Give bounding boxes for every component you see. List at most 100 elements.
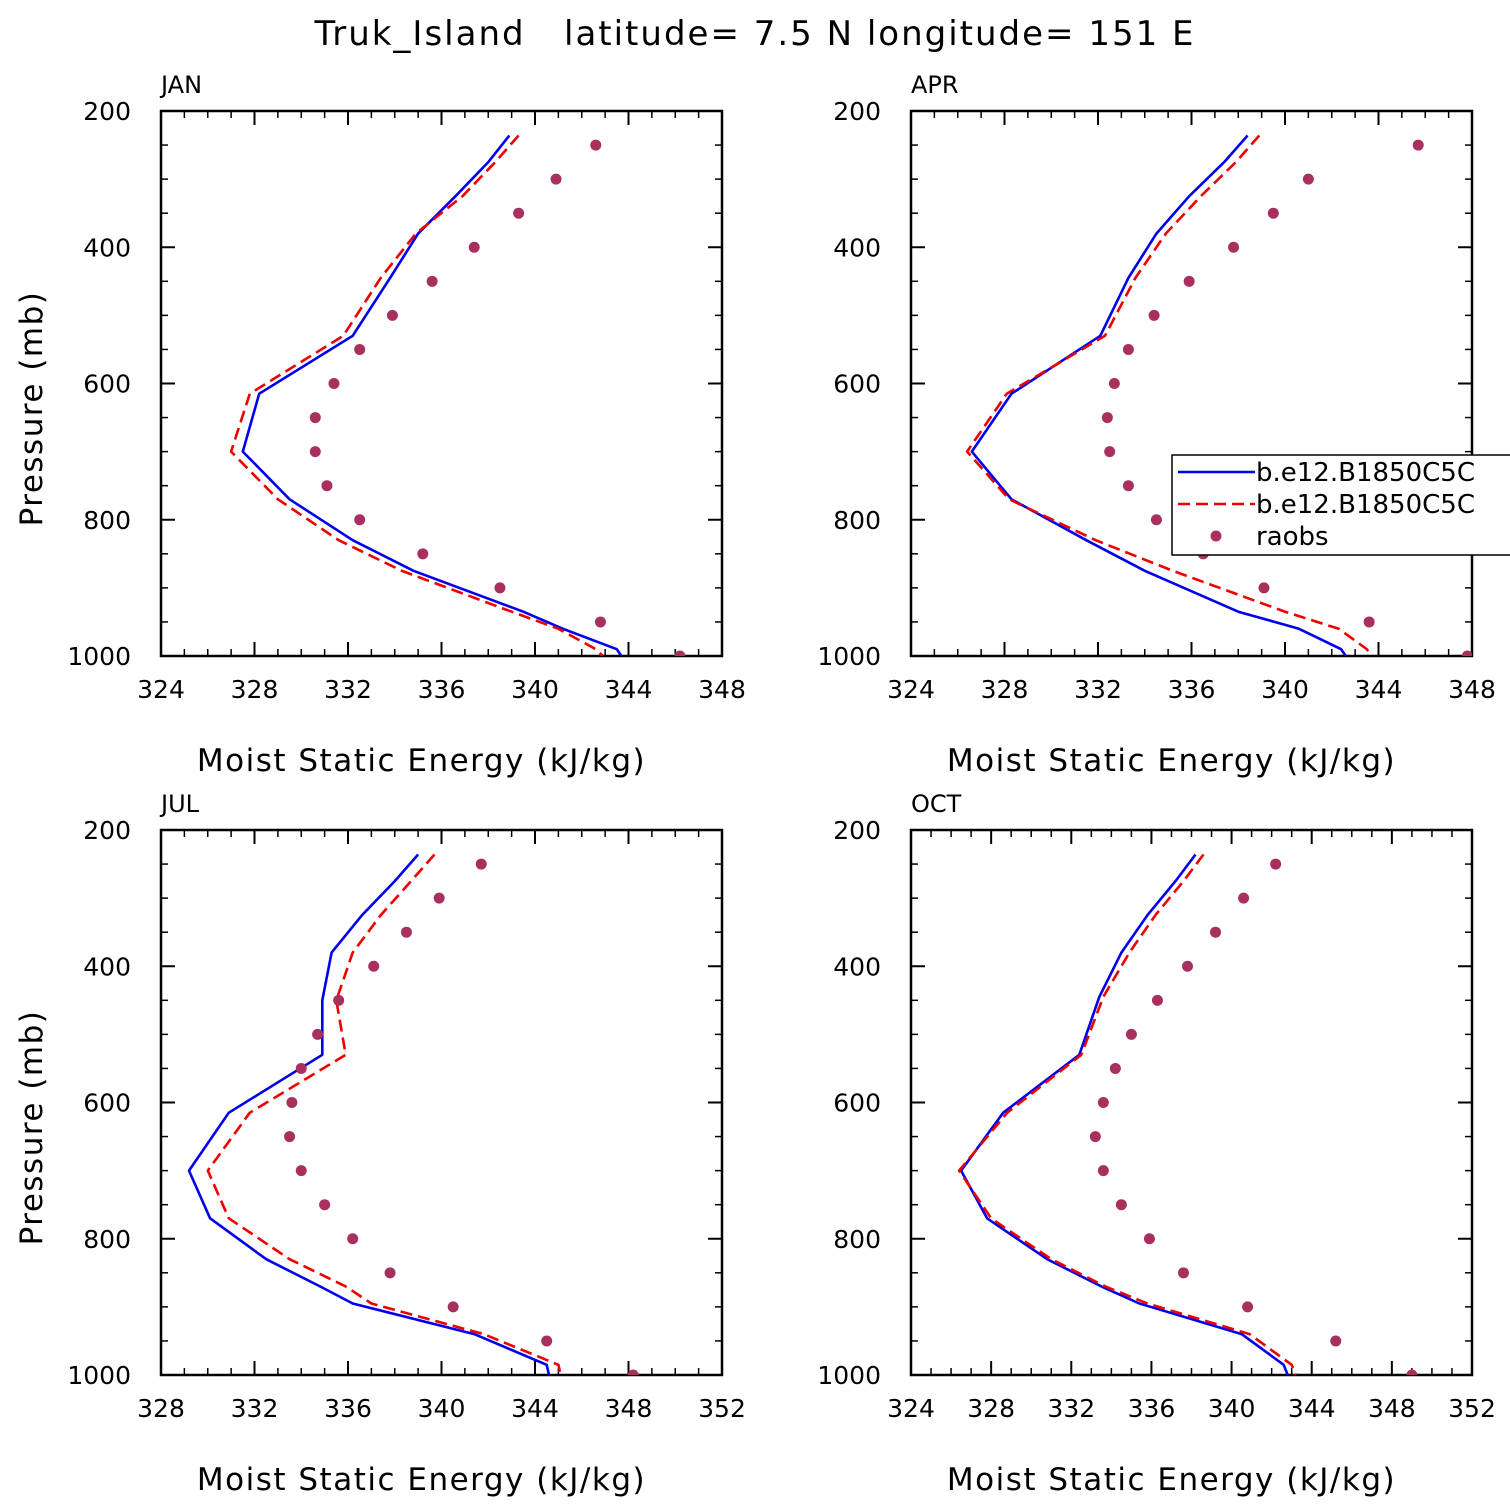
y-tick-label: 1000 bbox=[67, 1361, 131, 1390]
plot-frame bbox=[159, 109, 724, 658]
panel-label: JUL bbox=[159, 790, 200, 818]
raobs-point bbox=[1181, 960, 1193, 972]
raobs-point bbox=[1302, 173, 1314, 185]
legend-marker bbox=[1210, 530, 1222, 542]
panel-label: OCT bbox=[911, 790, 962, 818]
y-tick-label: 1000 bbox=[67, 642, 131, 671]
raobs-point bbox=[494, 582, 506, 594]
series-line-solid bbox=[970, 134, 1347, 656]
legend-label: b.e12.B1850C5C bbox=[1256, 490, 1475, 520]
x-tick-label: 328 bbox=[231, 675, 279, 704]
series-line-solid bbox=[187, 853, 551, 1375]
raobs-point bbox=[550, 173, 562, 185]
raobs-point bbox=[1177, 1267, 1189, 1279]
x-tick-label: 348 bbox=[1448, 675, 1496, 704]
y-tick-label: 400 bbox=[833, 233, 881, 262]
raobs-point bbox=[309, 446, 321, 458]
raobs-point bbox=[384, 1267, 396, 1279]
y-axis-title: Pressure (mb) bbox=[14, 1010, 50, 1246]
chart-title: Truk_Island latitude= 7.5 N longitude= 1… bbox=[313, 14, 1195, 54]
raobs-point bbox=[1104, 446, 1116, 458]
raobs-point bbox=[284, 1131, 296, 1143]
y-tick-label: 200 bbox=[83, 97, 131, 126]
y-axis-title: Pressure (mb) bbox=[14, 291, 50, 527]
raobs-point bbox=[590, 139, 602, 151]
y-tick-label: 600 bbox=[83, 370, 131, 399]
raobs-point bbox=[354, 514, 366, 526]
raobs-point bbox=[319, 1199, 331, 1211]
series-line-dashed bbox=[957, 853, 1297, 1375]
raobs-point bbox=[1109, 1062, 1121, 1074]
raobs-point bbox=[1406, 1369, 1418, 1375]
raobs-point bbox=[321, 480, 333, 492]
raobs-point bbox=[1097, 1165, 1109, 1177]
x-tick-label: 340 bbox=[1208, 1394, 1256, 1423]
y-tick-label: 1000 bbox=[817, 1361, 881, 1390]
x-tick-label: 344 bbox=[605, 675, 653, 704]
y-tick-label: 800 bbox=[83, 506, 131, 535]
x-tick-label: 344 bbox=[1355, 675, 1403, 704]
raobs-point bbox=[1122, 343, 1134, 355]
panel-apr: APR 324 328 332 336 340 344 348 200 400 600 800 1000… bbox=[817, 71, 1495, 779]
panel-jul: JUL 328 332 336 340 344 348 352 200 400 600 800 1000… bbox=[14, 790, 746, 1498]
panel-jan: JAN 324 328 332 336 340 344 348 200 400 600 800 1000… bbox=[14, 71, 746, 779]
x-tick-label: 332 bbox=[1074, 675, 1122, 704]
series-line-dashed bbox=[229, 134, 604, 656]
x-tick-label: 340 bbox=[511, 675, 559, 704]
raobs-point bbox=[1461, 650, 1472, 656]
raobs-point bbox=[333, 994, 345, 1006]
x-tick-label: 328 bbox=[137, 1394, 185, 1423]
y-tick-label: 200 bbox=[83, 816, 131, 845]
y-tick-label: 800 bbox=[83, 1225, 131, 1254]
raobs-point bbox=[447, 1301, 459, 1313]
raobs-point bbox=[312, 1028, 324, 1040]
raobs-point bbox=[1089, 1131, 1101, 1143]
y-tick-label: 800 bbox=[833, 506, 881, 535]
x-tick-label: 348 bbox=[1368, 1394, 1416, 1423]
raobs-point bbox=[1210, 926, 1222, 938]
raobs-point bbox=[295, 1062, 307, 1074]
series-line-dashed bbox=[965, 134, 1373, 656]
raobs-point bbox=[1150, 514, 1162, 526]
y-tick-label: 600 bbox=[833, 1089, 881, 1118]
x-axis-title: Moist Static Energy (kJ/kg) bbox=[947, 1462, 1396, 1498]
raobs-point bbox=[594, 616, 606, 628]
raobs-point bbox=[475, 858, 487, 870]
raobs-point bbox=[468, 241, 480, 253]
raobs-point bbox=[354, 343, 366, 355]
x-tick-label: 340 bbox=[1261, 675, 1309, 704]
raobs-point bbox=[1238, 892, 1250, 904]
x-tick-label: 336 bbox=[324, 1394, 372, 1423]
raobs-point bbox=[286, 1097, 298, 1108]
raobs-point bbox=[627, 1369, 639, 1375]
x-tick-label: 344 bbox=[511, 1394, 559, 1423]
raobs-point bbox=[674, 650, 686, 656]
series-line-dashed bbox=[206, 853, 562, 1375]
y-tick-label: 600 bbox=[83, 1089, 131, 1118]
raobs-point bbox=[417, 548, 429, 560]
raobs-point bbox=[433, 892, 445, 904]
y-tick-label: 400 bbox=[83, 952, 131, 981]
x-axis-title: Moist Static Energy (kJ/kg) bbox=[947, 743, 1396, 779]
x-axis-title: Moist Static Energy (kJ/kg) bbox=[197, 743, 646, 779]
y-tick-label: 200 bbox=[833, 816, 881, 845]
raobs-point bbox=[1258, 582, 1270, 594]
raobs-point bbox=[541, 1335, 553, 1347]
series-line-solid bbox=[241, 134, 623, 656]
x-tick-label: 336 bbox=[1168, 675, 1216, 704]
y-tick-label: 800 bbox=[833, 1225, 881, 1254]
x-tick-label: 324 bbox=[137, 675, 185, 704]
panel-label: APR bbox=[911, 71, 959, 99]
raobs-point bbox=[1115, 1199, 1127, 1211]
raobs-point bbox=[1183, 275, 1195, 287]
raobs-point bbox=[347, 1233, 359, 1245]
x-tick-label: 332 bbox=[1047, 1394, 1095, 1423]
raobs-point bbox=[1151, 994, 1163, 1006]
x-tick-label: 352 bbox=[1448, 1394, 1496, 1423]
plot-area bbox=[187, 853, 639, 1375]
x-tick-label: 348 bbox=[698, 675, 746, 704]
raobs-point bbox=[368, 960, 380, 972]
raobs-point bbox=[328, 378, 340, 389]
raobs-point bbox=[1412, 139, 1424, 151]
